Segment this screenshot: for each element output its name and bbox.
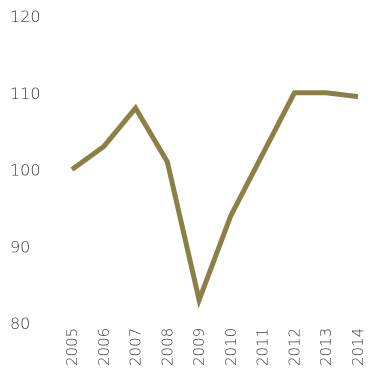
y-tick-label: 90 (10, 237, 30, 256)
x-axis: 2005 2006 2007 2008 2009 2010 2011 2012 2013 2014 (63, 328, 367, 366)
x-tick-label: 2009 (190, 328, 208, 366)
x-tick-label: 2012 (285, 328, 303, 366)
x-tick-label: 2013 (317, 328, 335, 366)
x-tick-label: 2005 (63, 328, 81, 366)
series-line (70, 90, 359, 309)
y-axis: 80 90 100 110 120 (10, 7, 41, 333)
x-tick-label: 2007 (127, 328, 145, 366)
x-tick-label: 2006 (95, 328, 113, 366)
y-tick-label: 110 (10, 84, 41, 103)
x-tick-label: 2008 (158, 328, 176, 366)
x-tick-label: 2011 (254, 328, 272, 366)
x-tick-label: 2014 (349, 328, 367, 366)
y-tick-label: 120 (10, 7, 41, 26)
y-tick-label: 80 (10, 314, 30, 333)
x-tick-label: 2010 (222, 328, 240, 366)
series-group (70, 90, 359, 309)
y-tick-label: 100 (10, 161, 41, 180)
